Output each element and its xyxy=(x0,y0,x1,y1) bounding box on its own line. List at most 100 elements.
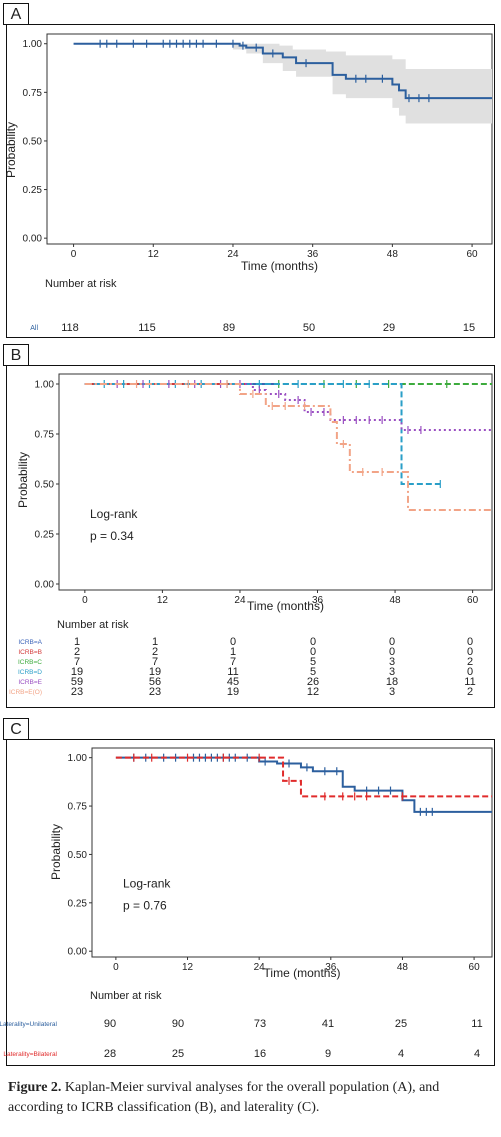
panel-a-risk-value: 115 xyxy=(138,322,156,334)
panel-a-risk-value: 15 xyxy=(463,322,475,334)
panel-b-ytick-label: 0.75 xyxy=(35,430,55,441)
panel-b-xtick-label: 12 xyxy=(157,595,169,606)
panel-b-risk-value: 0 xyxy=(467,646,473,658)
panel-b-frame xyxy=(6,365,495,708)
panel-c-pvalue-label: p = 0.76 xyxy=(123,898,167,912)
panel-a-ytick-label: 0.25 xyxy=(23,185,43,196)
panel-c-plot-area xyxy=(91,747,493,958)
panel-c-km-curve xyxy=(115,756,492,813)
panel-b-xtick-label: 24 xyxy=(234,595,246,606)
panel-a-plot-area xyxy=(46,33,493,245)
panel-c-risk-title: Number at risk xyxy=(90,990,162,1002)
panel-b-y-axis-label: Probability xyxy=(16,452,30,508)
figure-caption: Figure 2. Kaplan-Meier survival analyses… xyxy=(8,1078,493,1118)
panel-a-xtick-label: 0 xyxy=(71,249,77,260)
panel-a-km-curve xyxy=(73,42,492,100)
panel-b-risk-value: 11 xyxy=(464,676,475,688)
panel-c-risk-value: 4 xyxy=(398,1048,404,1060)
panel-c-ytick-label: 0.50 xyxy=(68,850,88,861)
panel-b-risk-value: 18 xyxy=(386,676,398,688)
panel-c-risk-value: 16 xyxy=(254,1048,266,1060)
panel-b-risk-value: 0 xyxy=(467,636,473,648)
panel-b-risk-value: 3 xyxy=(389,656,395,668)
panel-b-risk-value: 0 xyxy=(230,636,236,648)
panel-a-ytick-label: 0.00 xyxy=(23,234,43,245)
panel-c-y-axis-label: Probability xyxy=(49,824,63,880)
panel-b-risk-value: 7 xyxy=(230,656,236,668)
panel-b-risk-row-label: ICRB=B xyxy=(18,649,42,656)
panel-b-risk-value: 1 xyxy=(74,636,80,648)
panel-c-risk-value: 9 xyxy=(325,1048,331,1060)
panel-b-xtick-label: 0 xyxy=(82,595,88,606)
panel-b-risk-value: 2 xyxy=(467,686,473,698)
panel-a-y-axis-label: Probability xyxy=(4,122,18,178)
panel-c-ytick-label: 0.00 xyxy=(68,947,88,958)
panel-c-ytick-label: 0.25 xyxy=(68,898,88,909)
panel-c-ytick-label: 0.75 xyxy=(68,802,88,813)
panel-c-logrank-label: Log-rank xyxy=(123,876,171,890)
panel-b-risk-value: 1 xyxy=(230,646,236,658)
panel-c-frame xyxy=(6,739,495,1066)
panel-c-risk-value: 41 xyxy=(322,1018,334,1030)
panel-b-risk-value: 19 xyxy=(149,666,161,678)
panel-b-logrank-label: Log-rank xyxy=(90,507,138,521)
panel-c-ytick-label: 1.00 xyxy=(68,753,88,764)
panel-b-risk-value: 45 xyxy=(227,676,239,688)
panel-a-ytick-label: 1.00 xyxy=(23,39,43,50)
panel-a-confidence-band xyxy=(73,43,492,124)
panel-a-ytick-label: 0.75 xyxy=(23,88,43,99)
panel-c-xtick-label: 12 xyxy=(182,962,194,973)
panel-a-risk-row-label: All xyxy=(30,325,38,332)
panel-a-x-axis-label: Time (months) xyxy=(241,259,318,273)
panel-b-risk-value: 0 xyxy=(467,666,473,678)
panel-b-risk-value: 2 xyxy=(74,646,80,658)
panel-b-label: B xyxy=(3,344,29,366)
panel-c-xtick-label: 48 xyxy=(397,962,409,973)
panel-b-risk-value: 3 xyxy=(389,686,395,698)
panel-b-risk-value: 0 xyxy=(310,646,316,658)
panel-b-risk-value: 19 xyxy=(227,686,239,698)
panel-b-risk-value: 56 xyxy=(149,676,161,688)
panel-b-plot-area xyxy=(58,373,493,591)
panel-b-ytick-label: 0.00 xyxy=(35,580,55,591)
panel-b-risk-value: 23 xyxy=(149,686,161,698)
panel-b-ytick-label: 1.00 xyxy=(35,380,55,391)
panel-c-xtick-label: 24 xyxy=(254,962,266,973)
panel-b-risk-row-label: ICRB=E xyxy=(18,679,42,686)
panel-c-risk-value: 73 xyxy=(254,1018,266,1030)
panel-b-risk-value: 11 xyxy=(227,666,238,678)
panel-b-risk-row-label: ICRB=E(O) xyxy=(9,689,42,696)
panel-c-risk-value: 28 xyxy=(104,1048,116,1060)
panel-c-xtick-label: 60 xyxy=(469,962,481,973)
panel-b-risk-title: Number at risk xyxy=(57,619,129,631)
panel-c-label: C xyxy=(3,718,29,740)
panel-a-risk-value: 50 xyxy=(303,322,315,334)
panel-b-risk-value: 0 xyxy=(389,636,395,648)
panel-b-xtick-label: 36 xyxy=(312,595,324,606)
panel-a-xtick-label: 36 xyxy=(307,249,319,260)
panel-b-ytick-label: 0.50 xyxy=(35,480,55,491)
panel-a-ytick-label: 0.50 xyxy=(23,136,43,147)
panel-b-risk-value: 2 xyxy=(152,646,158,658)
panel-b-risk-value: 59 xyxy=(71,676,83,688)
panel-b-risk-value: 7 xyxy=(74,656,80,668)
panel-b-risk-row-label: ICRB=C xyxy=(18,659,42,666)
panel-b-risk-row-label: ICRB=D xyxy=(18,669,42,676)
panel-b-risk-row-label: ICRB=A xyxy=(18,639,42,646)
panel-b-risk-value: 19 xyxy=(71,666,83,678)
panel-a-xtick-label: 12 xyxy=(148,249,160,260)
panel-b-x-axis-label: Time (months) xyxy=(247,599,324,613)
caption-bold: Figure 2. xyxy=(8,1080,62,1095)
panel-a-label: A xyxy=(3,3,29,25)
panel-a-risk-value: 89 xyxy=(223,322,235,334)
panel-a-xtick-label: 60 xyxy=(467,249,479,260)
panel-a-xtick-label: 24 xyxy=(227,249,239,260)
panel-c-risk-row-label: Laterality=Unilateral xyxy=(0,1021,58,1028)
panel-b-risk-value: 0 xyxy=(310,636,316,648)
panel-a-risk-value: 29 xyxy=(383,322,395,334)
panel-b-km-curve xyxy=(84,383,441,485)
panel-b-xtick-label: 60 xyxy=(467,595,479,606)
panel-a-risk-value: 118 xyxy=(61,322,79,334)
panel-b-risk-value: 5 xyxy=(310,656,316,668)
